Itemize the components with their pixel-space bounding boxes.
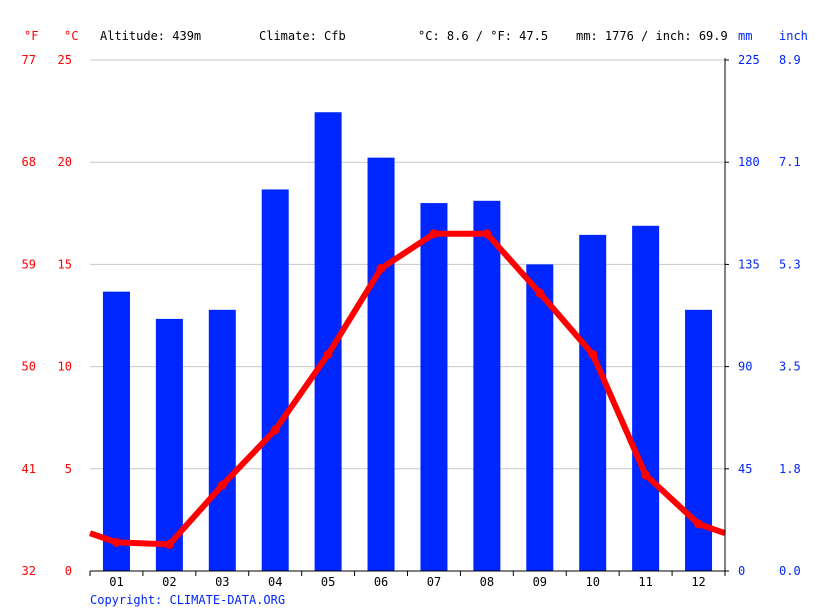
temperature-point <box>694 519 704 529</box>
mm-tick-label: 45 <box>738 462 752 476</box>
month-tick-label: 05 <box>321 575 335 589</box>
temperature-point <box>429 229 439 239</box>
mm-tick-label: 180 <box>738 155 760 169</box>
celsius-tick-label: 5 <box>65 462 72 476</box>
fahrenheit-tick-label: 41 <box>22 462 36 476</box>
inch-tick-label: 3.5 <box>779 360 801 374</box>
inch-tick-label: 8.9 <box>779 53 801 67</box>
inch-tick-label: 0.0 <box>779 564 801 578</box>
precipitation-bar <box>208 309 236 571</box>
inch-unit-label: inch <box>779 29 808 43</box>
month-tick-label: 07 <box>427 575 441 589</box>
month-tick-label: 11 <box>638 575 652 589</box>
temperature-point <box>323 349 333 359</box>
month-tick-label: 01 <box>109 575 123 589</box>
climate-label: Climate: Cfb <box>259 29 346 43</box>
month-tick-label: 03 <box>215 575 229 589</box>
fahrenheit-tick-label: 68 <box>22 155 36 169</box>
mm-unit-label: mm <box>738 29 752 43</box>
fahrenheit-unit-label: °F <box>24 29 38 43</box>
mm-tick-label: 90 <box>738 360 752 374</box>
temperature-line <box>89 230 726 548</box>
month-tick-label: 12 <box>691 575 705 589</box>
temperature-point <box>111 537 121 547</box>
altitude-label: Altitude: 439m <box>100 29 201 43</box>
temperature-point <box>535 288 545 298</box>
temperature-point <box>270 425 280 435</box>
total-precipitation-label: mm: 1776 / inch: 69.9 <box>576 29 728 43</box>
precipitation-bar <box>102 291 130 571</box>
precipitation-bar <box>632 225 660 571</box>
temperature-point <box>164 539 174 549</box>
temperature-point <box>217 480 227 490</box>
celsius-tick-label: 15 <box>58 257 72 271</box>
precipitation-bar <box>685 309 713 571</box>
temperature-point <box>376 263 386 273</box>
average-temperature-label: °C: 8.6 / °F: 47.5 <box>418 29 548 43</box>
celsius-tick-label: 0 <box>65 564 72 578</box>
mm-tick-label: 0 <box>738 564 745 578</box>
celsius-unit-label: °C <box>64 29 78 43</box>
mm-tick-label: 135 <box>738 257 760 271</box>
precipitation-bar <box>155 318 183 571</box>
fahrenheit-tick-label: 50 <box>22 360 36 374</box>
precipitation-bar <box>526 264 554 571</box>
temperature-point <box>482 229 492 239</box>
fahrenheit-tick-label: 77 <box>22 53 36 67</box>
precipitation-bar <box>473 200 501 571</box>
temperature-point <box>641 470 651 480</box>
celsius-tick-label: 25 <box>58 53 72 67</box>
month-tick-label: 06 <box>374 575 388 589</box>
month-tick-label: 04 <box>268 575 282 589</box>
inch-tick-label: 5.3 <box>779 257 801 271</box>
precipitation-bar <box>367 157 395 571</box>
precipitation-bar <box>579 234 607 571</box>
month-tick-label: 09 <box>533 575 547 589</box>
fahrenheit-tick-label: 59 <box>22 257 36 271</box>
temperature-point <box>588 349 598 359</box>
precipitation-bar <box>261 189 289 571</box>
mm-tick-label: 225 <box>738 53 760 67</box>
precipitation-bar <box>420 203 448 571</box>
fahrenheit-tick-label: 32 <box>22 564 36 578</box>
inch-tick-label: 7.1 <box>779 155 801 169</box>
month-tick-label: 08 <box>480 575 494 589</box>
inch-tick-label: 1.8 <box>779 462 801 476</box>
month-tick-label: 02 <box>162 575 176 589</box>
celsius-tick-label: 20 <box>58 155 72 169</box>
celsius-tick-label: 10 <box>58 360 72 374</box>
month-tick-label: 10 <box>585 575 599 589</box>
copyright-link[interactable]: Copyright: CLIMATE-DATA.ORG <box>90 593 285 607</box>
